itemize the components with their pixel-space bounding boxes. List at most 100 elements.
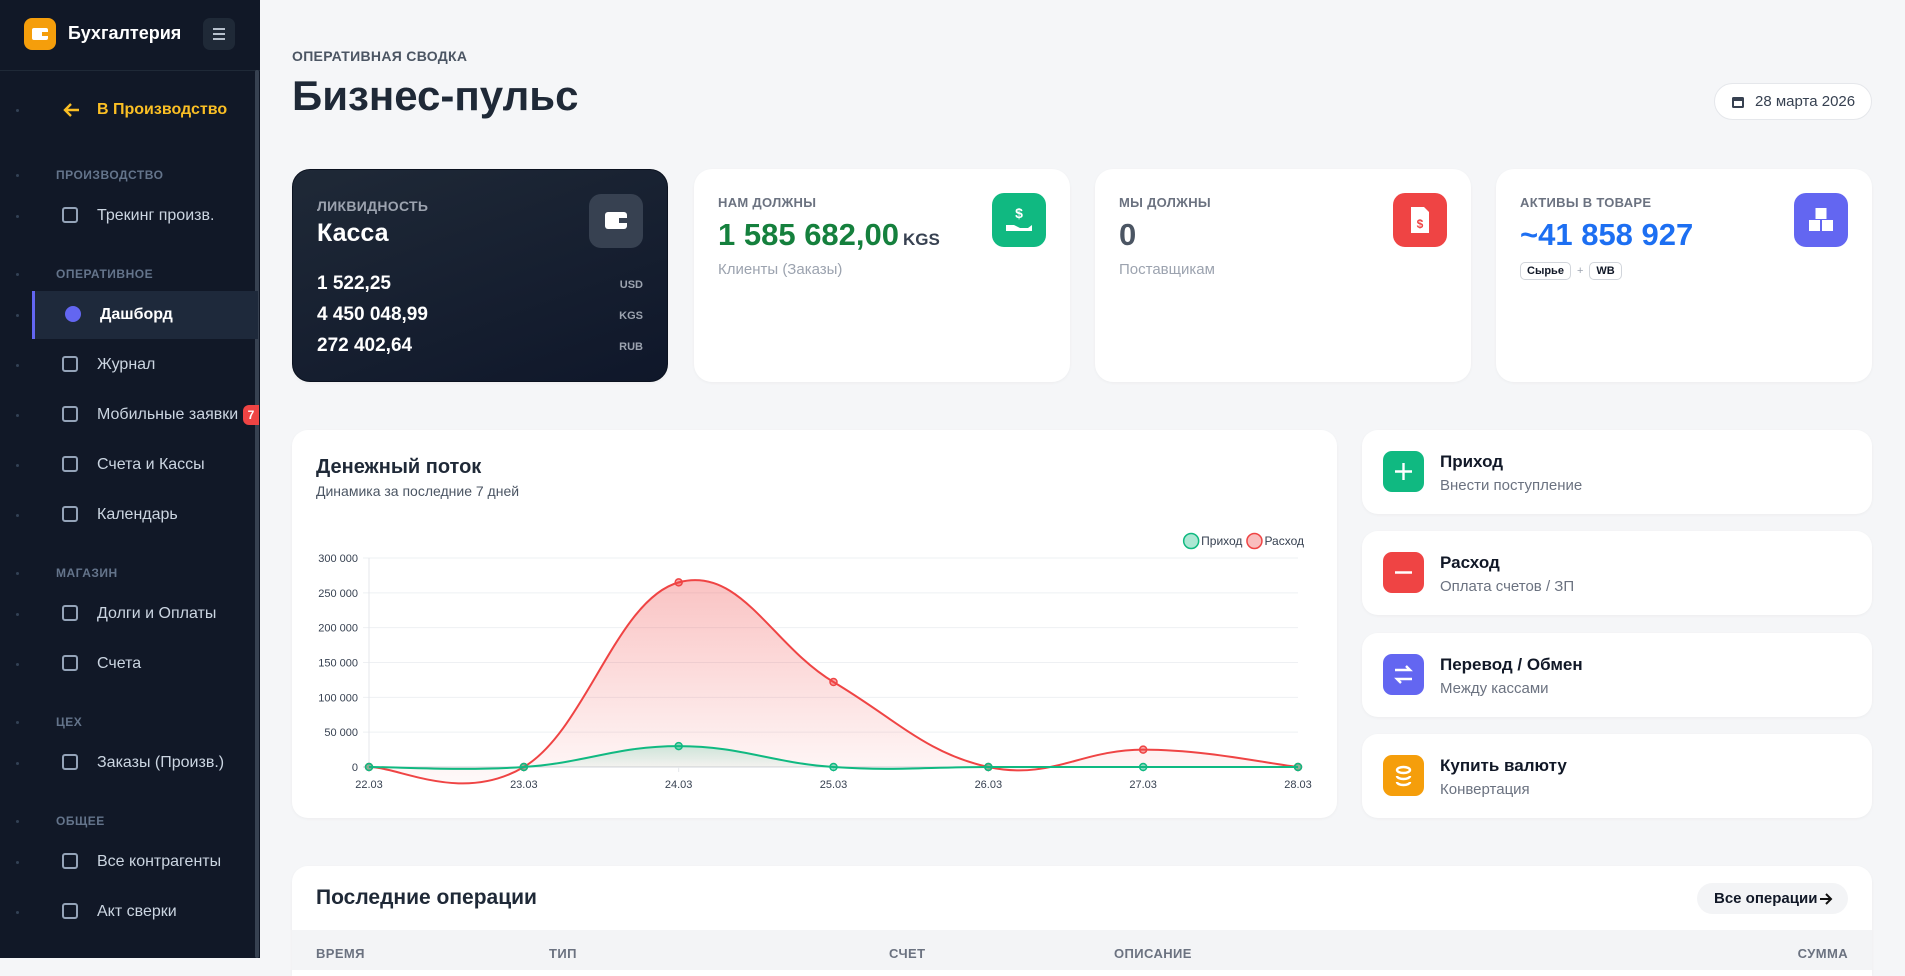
data-point <box>364 762 374 772</box>
nav-item[interactable]: Мобильные заявки 7 <box>32 391 259 439</box>
tag: WB <box>1589 262 1622 280</box>
action-icon <box>1383 552 1424 594</box>
x-tick-label: 27.03 <box>1129 779 1157 791</box>
nav-label: Журнал <box>97 356 156 373</box>
button-label: Все операции <box>1714 890 1818 907</box>
nav-badge: 7 <box>243 405 259 425</box>
card-icon <box>589 194 643 248</box>
nav-label: Все контрагенты <box>97 853 222 870</box>
operations-card: Последние операции Все операции ВРЕМЯ ТИП… <box>292 866 1872 976</box>
wallet-icon <box>605 212 627 229</box>
nav-icon <box>62 754 78 770</box>
back-arrow <box>63 103 79 117</box>
action-card[interactable]: Приход Внести поступление <box>1362 430 1872 514</box>
card-receivable: НАМ ДОЛЖНЫ 1 585 682,00 KGS Клиенты (Зака… <box>694 169 1070 382</box>
x-tick-label: 25.03 <box>820 779 848 791</box>
section-title: ОПЕРАТИВНОЕ <box>56 267 154 281</box>
y-tick-label: 0 <box>352 762 358 774</box>
all-operations-button[interactable]: Все операции <box>1697 883 1848 914</box>
nav-item[interactable]: Трекинг произв. <box>32 192 255 240</box>
data-point <box>519 762 529 772</box>
nav-label: Мобильные заявки <box>97 406 239 423</box>
glyph <box>1394 664 1413 684</box>
nav-item[interactable]: Акт сверки <box>32 888 255 936</box>
card-amount: ~41 858 927 <box>1520 217 1694 252</box>
legend-label: Расход <box>1264 534 1304 548</box>
chart-subtitle: Динамика за последние 7 дней <box>316 483 519 499</box>
nav-icon <box>65 306 81 322</box>
nav-label: Счета и Кассы <box>97 456 205 473</box>
action-title: Купить валюту <box>1440 755 1567 775</box>
card-kicker: МЫ ДОЛЖНЫ <box>1119 195 1211 210</box>
card-kicker: АКТИВЫ В ТОВАРЕ <box>1520 195 1652 210</box>
nav-item[interactable]: Счета и Кассы <box>32 441 255 489</box>
scrollbar <box>255 70 259 958</box>
svg-text:$: $ <box>1015 205 1023 221</box>
tag-separator: + <box>1576 265 1584 277</box>
nav-label: Календарь <box>97 506 178 523</box>
nav-dot <box>16 721 19 724</box>
page-kicker: ОПЕРАТИВНАЯ СВОДКА <box>292 48 468 64</box>
action-card[interactable]: Купить валюту Конвертация <box>1362 733 1872 818</box>
series-area <box>369 580 1298 784</box>
row-amount: 272 402,64 <box>317 335 413 356</box>
legend-label: Приход <box>1201 534 1242 548</box>
x-tick-label: 26.03 <box>975 779 1003 791</box>
action-title: Перевод / Обмен <box>1440 654 1583 674</box>
nav-item[interactable]: Счета <box>32 640 255 688</box>
legend-swatch <box>1182 532 1200 550</box>
y-tick-label: 250 000 <box>318 588 358 600</box>
x-tick-label: 24.03 <box>665 779 693 791</box>
money-icon: $ <box>1006 205 1032 231</box>
card-assets: АКТИВЫ В ТОВАРЕ ~41 858 927 Сырье + WB <box>1496 169 1872 382</box>
back-link[interactable]: В Производство <box>97 101 228 118</box>
nav-dot <box>16 314 19 317</box>
menu-toggle[interactable] <box>203 18 235 50</box>
brand-icon <box>24 18 56 50</box>
section-title: ОБЩЕЕ <box>56 814 105 828</box>
action-card[interactable]: Расход Оплата счетов / ЗП <box>1362 531 1872 616</box>
action-card[interactable]: Перевод / Обмен Между кассами <box>1362 632 1872 717</box>
action-subtitle: Внести поступление <box>1440 477 1583 494</box>
data-point <box>829 762 838 772</box>
action-icon <box>1383 451 1424 492</box>
nav-item[interactable]: Все контрагенты <box>32 838 255 886</box>
data-point <box>1138 762 1148 772</box>
action-glyph <box>1395 765 1412 787</box>
wallet-icon <box>32 28 48 40</box>
action-subtitle: Конвертация <box>1440 780 1530 798</box>
date-text: 28 марта 2026 <box>1755 93 1856 110</box>
nav-dot <box>16 174 19 177</box>
data-point <box>1138 745 1148 754</box>
sidebar: Бухгалтерия В Производство ПРОИЗВОДСТВО Т… <box>0 0 260 958</box>
card-kicker: ЛИКВИДНОСТЬ <box>317 198 429 214</box>
nav-dot <box>16 613 19 616</box>
card-amount: 0 <box>1119 217 1137 252</box>
nav-item[interactable]: Журнал <box>32 341 255 389</box>
card-payable: МЫ ДОЛЖНЫ 0 Поставщикам $ <box>1095 169 1471 382</box>
nav-item[interactable]: Календарь <box>32 491 255 539</box>
card-note: Поставщикам <box>1119 261 1215 278</box>
card-icon: $ <box>1393 193 1447 247</box>
section-title: Последние операции <box>316 886 537 909</box>
nav-icon <box>62 903 78 919</box>
y-tick-label: 300 000 <box>318 553 358 565</box>
date-picker[interactable]: 28 марта 2026 <box>1714 83 1872 120</box>
data-point <box>674 741 683 751</box>
row-currency: KGS <box>619 310 643 322</box>
series-area <box>369 746 1298 769</box>
nav-item[interactable]: Долги и Оплаты <box>32 590 255 638</box>
glyph <box>1395 765 1412 787</box>
boxes-icon <box>1809 208 1833 231</box>
action-glyph <box>1394 664 1413 684</box>
row-amount: 1 522,25 <box>317 273 391 294</box>
action-title: Приход <box>1440 452 1504 471</box>
nav-item[interactable]: Заказы (Произв.) <box>32 739 255 787</box>
nav-item[interactable]: Дашборд <box>32 291 258 339</box>
nav-icon <box>62 506 78 522</box>
card-note: Клиенты (Заказы) <box>718 261 843 278</box>
calendar-icon <box>1732 97 1744 108</box>
card-title: Касса <box>317 219 389 247</box>
row-currency: USD <box>619 279 643 291</box>
